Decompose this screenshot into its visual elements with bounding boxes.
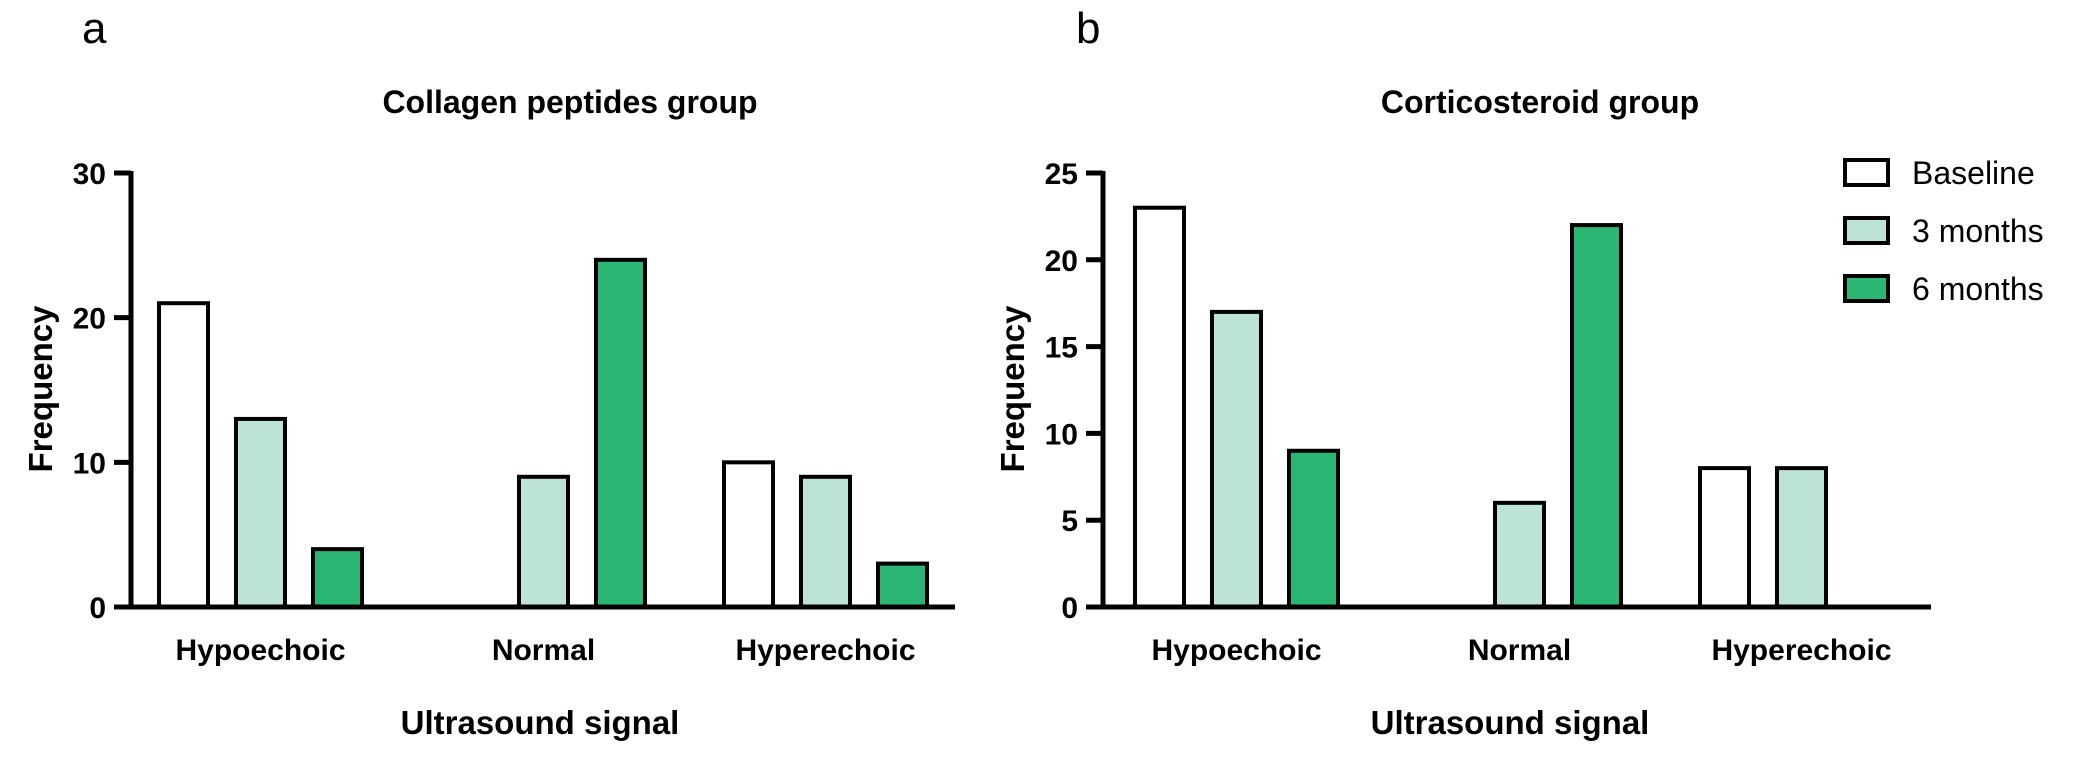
panel-b-plot-area: 0 5 10 15 20 25 Hypoechoic Normal Hyperechoic	[1045, 158, 1931, 667]
panel-a-bar	[311, 547, 364, 610]
panel-a-bar	[234, 416, 287, 609]
panel-b-category-label: Hyperechoic	[1711, 634, 1891, 667]
panel-a-bar	[876, 561, 929, 609]
panel-a-category-label: Hyperechoic	[735, 634, 915, 667]
panel-a-y-tick-label: 0	[89, 592, 106, 625]
panel-b-bar	[1133, 205, 1186, 609]
panel-b-bar	[1210, 309, 1263, 609]
legend-swatch	[1843, 158, 1890, 187]
panel-b-y-tick-label: 0	[1061, 592, 1078, 625]
legend-label: 6 months	[1912, 271, 2044, 307]
panel-a-y-tick-label: 30	[73, 158, 106, 191]
panel-a-title: Collagen peptides group	[382, 84, 757, 120]
panel-b-y-tick-label: 10	[1045, 418, 1078, 451]
panel-b-y-tick-label: 5	[1061, 505, 1078, 538]
panel-a-x-axis-title: Ultrasound signal	[401, 704, 680, 741]
panel-b-x-axis-title: Ultrasound signal	[1371, 704, 1650, 741]
panel-a-bar	[799, 474, 852, 609]
legend-swatch	[1843, 274, 1890, 303]
panel-b-category-label: Normal	[1468, 634, 1571, 667]
panel-b-letter: b	[1076, 4, 1100, 53]
panel-a-y-axis-title: Frequency	[22, 305, 59, 473]
legend-swatch	[1843, 216, 1890, 245]
panel-b-bar	[1570, 223, 1623, 610]
panel-a-plot-area: 0 10 20 30 Hypoechoic Normal Hyperechoic	[73, 158, 955, 667]
panel-b-bar	[1287, 448, 1340, 610]
panel-b-category-label: Hypoechoic	[1151, 634, 1321, 667]
panel-a-bar	[722, 460, 775, 610]
panel-b-bar	[1775, 466, 1828, 609]
panel-a-y-tick-label: 10	[73, 447, 106, 480]
panel-a-bar	[517, 474, 570, 609]
panel-b-title: Corticosteroid group	[1381, 84, 1699, 120]
panel-a-letter: a	[82, 4, 107, 53]
panel-b-bar	[1698, 466, 1751, 609]
legend: Baseline 3 months 6 months	[1843, 155, 2044, 307]
panel-a-bar	[157, 301, 210, 609]
legend-label: 3 months	[1912, 213, 2044, 249]
panel-a-category-label: Hypoechoic	[175, 634, 345, 667]
panel-a-category-label: Normal	[492, 634, 595, 667]
panel-a-y-tick-label: 20	[73, 303, 106, 336]
legend-label: Baseline	[1912, 155, 2035, 191]
panel-b-y-axis-title: Frequency	[994, 305, 1031, 473]
panel-a-bar	[594, 257, 647, 609]
panel-b-bar	[1493, 500, 1546, 609]
panel-b-y-tick-label: 20	[1045, 245, 1078, 278]
panel-b-y-tick-label: 25	[1045, 158, 1078, 191]
panel-b-y-tick-label: 15	[1045, 332, 1078, 365]
